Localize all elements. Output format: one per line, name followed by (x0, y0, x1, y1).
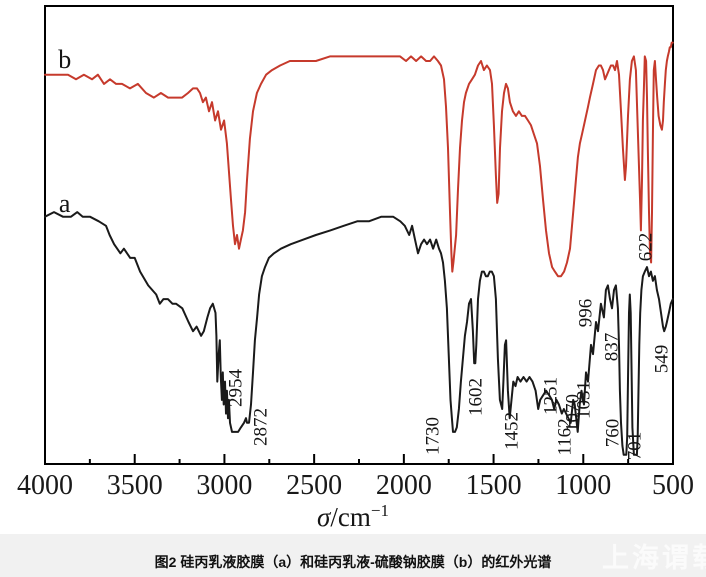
peak-label-1602: 1602 (465, 378, 487, 417)
peak-label-1730: 1730 (422, 417, 444, 456)
peak-label-2872: 2872 (250, 407, 272, 446)
x-tick-label: 1500 (465, 470, 522, 501)
peak-label-1031: 1031 (573, 380, 595, 419)
ftir-spectra-plot (44, 5, 674, 465)
spectrum-curve-b (44, 41, 674, 278)
x-tick-label: 1000 (555, 470, 612, 501)
x-tick-label: 2500 (286, 470, 343, 501)
peak-label-549: 549 (651, 344, 673, 374)
peak-label-622: 622 (635, 232, 657, 262)
x-axis-exponent: −1 (370, 501, 389, 520)
caption-band: 图2 硅丙乳液胶膜（a）和硅丙乳液-硫酸钠胶膜（b）的红外光谱 上海谓载 (0, 534, 706, 577)
x-tick-label: 3500 (106, 470, 163, 501)
peak-label-996: 996 (575, 298, 597, 328)
peak-label-1251: 1251 (540, 377, 562, 416)
peak-label-701: 701 (624, 431, 646, 460)
watermark-text: 上海谓载 (602, 543, 706, 573)
x-tick-label: 3000 (196, 470, 253, 501)
peak-label-760: 760 (602, 418, 624, 448)
curve-tag-b: b (58, 45, 72, 75)
figure-caption: 图2 硅丙乳液胶膜（a）和硅丙乳液-硫酸钠胶膜（b）的红外光谱 (154, 554, 552, 570)
x-tick-label: 500 (652, 470, 694, 501)
peak-label-2954: 2954 (225, 368, 247, 407)
x-tick-label: 4000 (17, 470, 73, 501)
curve-tag-a: a (58, 189, 71, 219)
x-axis-unit: /cm (330, 502, 371, 532)
peak-label-837: 837 (601, 332, 623, 362)
spectrum-curve-a (44, 211, 674, 456)
x-tick-label: 2000 (375, 470, 432, 501)
x-axis-sigma-symbol: σ (317, 502, 331, 532)
x-axis-title: σ/cm−1 (0, 501, 706, 533)
peak-label-1452: 1452 (501, 412, 523, 451)
